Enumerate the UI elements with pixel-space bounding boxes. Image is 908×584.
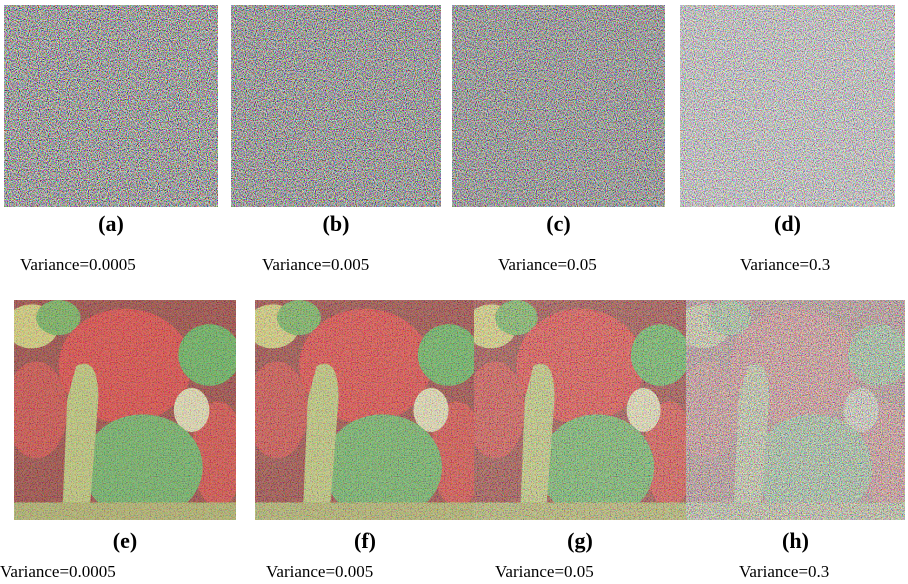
panel-label: (d) xyxy=(774,211,801,236)
panel-label: (b) xyxy=(323,211,350,236)
noise xyxy=(231,5,441,207)
noise xyxy=(4,5,218,207)
noise xyxy=(255,300,475,520)
noisy-image xyxy=(452,5,665,207)
panel: (a) Variance=0.0005 xyxy=(4,5,218,274)
panel-label: (h) xyxy=(782,528,809,553)
panel-label: (c) xyxy=(546,211,570,236)
panel-caption: Variance=0.3 xyxy=(739,562,829,581)
panel-caption: Variance=0.0005 xyxy=(20,255,136,274)
panel-label: (e) xyxy=(113,528,137,553)
noise xyxy=(680,5,895,207)
panel: (e) Variance=0.0005 xyxy=(0,300,245,581)
panel: (g) Variance=0.05 xyxy=(466,300,695,581)
noisy-image xyxy=(5,300,245,520)
panel-caption: Variance=0.005 xyxy=(266,562,373,581)
panel: (d) Variance=0.3 xyxy=(680,5,895,274)
panel-caption: Variance=0.005 xyxy=(262,255,369,274)
panel-caption: Variance=0.0005 xyxy=(0,562,116,581)
noise xyxy=(686,300,905,520)
noisy-image xyxy=(4,5,218,207)
panel-caption: Variance=0.3 xyxy=(740,255,830,274)
panel: (c) Variance=0.05 xyxy=(452,5,665,274)
noise xyxy=(474,300,686,520)
panel-caption: Variance=0.05 xyxy=(498,255,597,274)
panel-label: (f) xyxy=(354,528,376,553)
panel: (h) Variance=0.3 xyxy=(677,300,908,581)
noisy-image xyxy=(680,5,895,207)
panel-caption: Variance=0.05 xyxy=(495,562,594,581)
noisy-image xyxy=(677,300,908,520)
noise xyxy=(14,300,236,520)
panel: (f) Variance=0.005 xyxy=(246,300,484,581)
panel: (b) Variance=0.005 xyxy=(231,5,441,274)
figure: (a) Variance=0.0005 (b) Variance=0.005 (c) Va… xyxy=(0,0,908,584)
noisy-image xyxy=(466,300,695,520)
panel-label: (a) xyxy=(98,211,124,236)
panel-label: (g) xyxy=(567,528,593,553)
noisy-image xyxy=(231,5,441,207)
noise xyxy=(452,5,665,207)
noisy-image xyxy=(246,300,484,520)
